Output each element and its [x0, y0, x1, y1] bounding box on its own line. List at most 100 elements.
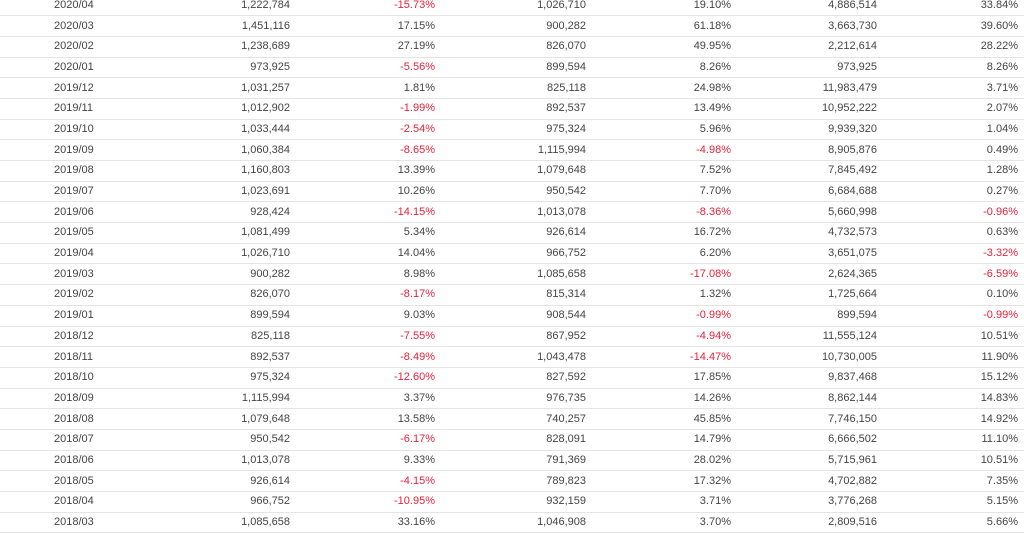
- cumulative-change-cell: 8.26%: [884, 57, 1024, 79]
- cumulative-cell: 3,776,268: [738, 491, 884, 513]
- value-change-cell: -8.17%: [302, 284, 447, 306]
- prev-value-cell: 1,026,710: [447, 0, 592, 17]
- table-row: 2019/02 826,070 -8.17% 815,314 1.32% 1,725,66…: [0, 284, 1024, 306]
- cumulative-change-cell: 11.10%: [884, 429, 1024, 451]
- prev-value-cell: 827,592: [447, 367, 592, 389]
- value-change-cell: 3.37%: [302, 388, 447, 410]
- month-cell: 2018/10: [0, 367, 150, 389]
- cumulative-change-cell: 14.83%: [884, 388, 1024, 410]
- month-cell: 2018/12: [0, 326, 150, 348]
- value-change-cell: 8.98%: [302, 263, 447, 286]
- month-cell: 2019/08: [0, 160, 150, 182]
- cumulative-cell: 10,730,005: [738, 346, 884, 368]
- prev-value-cell: 926,614: [447, 222, 592, 244]
- value-change-cell: 33.16%: [302, 512, 447, 533]
- prev-value-cell: 908,544: [447, 305, 592, 327]
- cumulative-change-cell: 28.22%: [884, 36, 1024, 58]
- table-row: 2019/08 1,160,803 13.39% 1,079,648 7.52% 7,84…: [0, 160, 1024, 182]
- value-change-cell: -14.15%: [302, 201, 447, 224]
- cumulative-change-cell: 15.12%: [884, 367, 1024, 389]
- cumulative-cell: 3,663,730: [738, 15, 884, 37]
- prev-value-cell: 899,594: [447, 57, 592, 79]
- value-change-cell: -8.65%: [302, 139, 447, 161]
- table-row: 2018/05 926,614 -4.15% 789,823 17.32% 4,702,8…: [0, 470, 1024, 492]
- prev-change-cell: 16.72%: [592, 222, 738, 244]
- cumulative-cell: 5,715,961: [738, 450, 884, 472]
- table-row: 2019/04 1,026,710 14.04% 966,752 6.20% 3,651,…: [0, 243, 1024, 265]
- cumulative-change-cell: -0.99%: [884, 305, 1024, 327]
- value-change-cell: 10.26%: [302, 181, 447, 203]
- prev-value-cell: 1,079,648: [447, 160, 592, 182]
- cumulative-cell: 10,952,222: [738, 98, 884, 120]
- prev-change-cell: -0.99%: [592, 305, 738, 327]
- cumulative-change-cell: -3.32%: [884, 243, 1024, 265]
- cumulative-cell: 9,837,468: [738, 367, 884, 389]
- prev-change-cell: 19.10%: [592, 0, 738, 17]
- month-cell: 2018/11: [0, 346, 150, 368]
- value-cell: 1,222,784: [150, 0, 302, 17]
- cumulative-cell: 1,725,664: [738, 284, 884, 306]
- value-cell: 1,451,116: [150, 15, 302, 37]
- value-cell: 899,594: [150, 305, 302, 327]
- value-change-cell: -2.54%: [302, 119, 447, 141]
- cumulative-cell: 6,666,502: [738, 429, 884, 451]
- value-cell: 926,614: [150, 470, 302, 492]
- month-cell: 2019/04: [0, 243, 150, 265]
- prev-value-cell: 975,324: [447, 119, 592, 141]
- prev-value-cell: 867,952: [447, 326, 592, 348]
- prev-value-cell: 976,735: [447, 388, 592, 410]
- value-cell: 1,013,078: [150, 450, 302, 472]
- prev-value-cell: 1,115,994: [447, 139, 592, 161]
- month-cell: 2020/04: [0, 0, 150, 17]
- prev-change-cell: 14.79%: [592, 429, 738, 451]
- cumulative-cell: 11,983,479: [738, 77, 884, 99]
- prev-change-cell: 3.71%: [592, 491, 738, 513]
- month-cell: 2020/03: [0, 15, 150, 37]
- cumulative-change-cell: 1.04%: [884, 119, 1024, 141]
- prev-value-cell: 789,823: [447, 470, 592, 492]
- value-change-cell: -10.95%: [302, 491, 447, 513]
- prev-value-cell: 826,070: [447, 36, 592, 58]
- cumulative-change-cell: 33.84%: [884, 0, 1024, 17]
- value-change-cell: 13.58%: [302, 408, 447, 430]
- value-change-cell: -12.60%: [302, 367, 447, 389]
- cumulative-cell: 4,886,514: [738, 0, 884, 17]
- value-cell: 928,424: [150, 201, 302, 224]
- value-change-cell: 9.33%: [302, 450, 447, 472]
- cumulative-cell: 7,746,150: [738, 408, 884, 430]
- cumulative-change-cell: 2.07%: [884, 98, 1024, 120]
- table-row: 2019/09 1,060,384 -8.65% 1,115,994 -4.98% 8,9…: [0, 139, 1024, 161]
- cumulative-change-cell: 39.60%: [884, 15, 1024, 37]
- month-cell: 2018/05: [0, 470, 150, 492]
- prev-value-cell: 900,282: [447, 15, 592, 37]
- cumulative-change-cell: 0.49%: [884, 139, 1024, 161]
- cumulative-cell: 8,862,144: [738, 388, 884, 410]
- value-cell: 973,925: [150, 57, 302, 79]
- value-change-cell: -8.49%: [302, 346, 447, 368]
- cumulative-change-cell: 0.10%: [884, 284, 1024, 306]
- table-row: 2018/10 975,324 -12.60% 827,592 17.85% 9,837,…: [0, 367, 1024, 389]
- cumulative-change-cell: 3.71%: [884, 77, 1024, 99]
- month-cell: 2019/05: [0, 222, 150, 244]
- month-cell: 2019/10: [0, 119, 150, 141]
- prev-change-cell: 7.70%: [592, 181, 738, 203]
- value-cell: 892,537: [150, 346, 302, 368]
- prev-value-cell: 966,752: [447, 243, 592, 265]
- value-cell: 900,282: [150, 263, 302, 286]
- table-row: 2019/11 1,012,902 -1.99% 892,537 13.49% 10,95…: [0, 98, 1024, 120]
- cumulative-cell: 8,905,876: [738, 139, 884, 161]
- table-row: 2019/05 1,081,499 5.34% 926,614 16.72% 4,732,…: [0, 222, 1024, 244]
- value-cell: 1,160,803: [150, 160, 302, 182]
- value-cell: 1,060,384: [150, 139, 302, 161]
- cumulative-change-cell: 11.90%: [884, 346, 1024, 368]
- prev-change-cell: 7.52%: [592, 160, 738, 182]
- cumulative-change-cell: 0.27%: [884, 181, 1024, 203]
- prev-change-cell: 17.85%: [592, 367, 738, 389]
- cumulative-change-cell: -6.59%: [884, 263, 1024, 286]
- month-cell: 2019/03: [0, 263, 150, 286]
- cumulative-cell: 4,702,882: [738, 470, 884, 492]
- month-cell: 2020/02: [0, 36, 150, 58]
- table-row: 2020/01 973,925 -5.56% 899,594 8.26% 973,925 8…: [0, 57, 1024, 79]
